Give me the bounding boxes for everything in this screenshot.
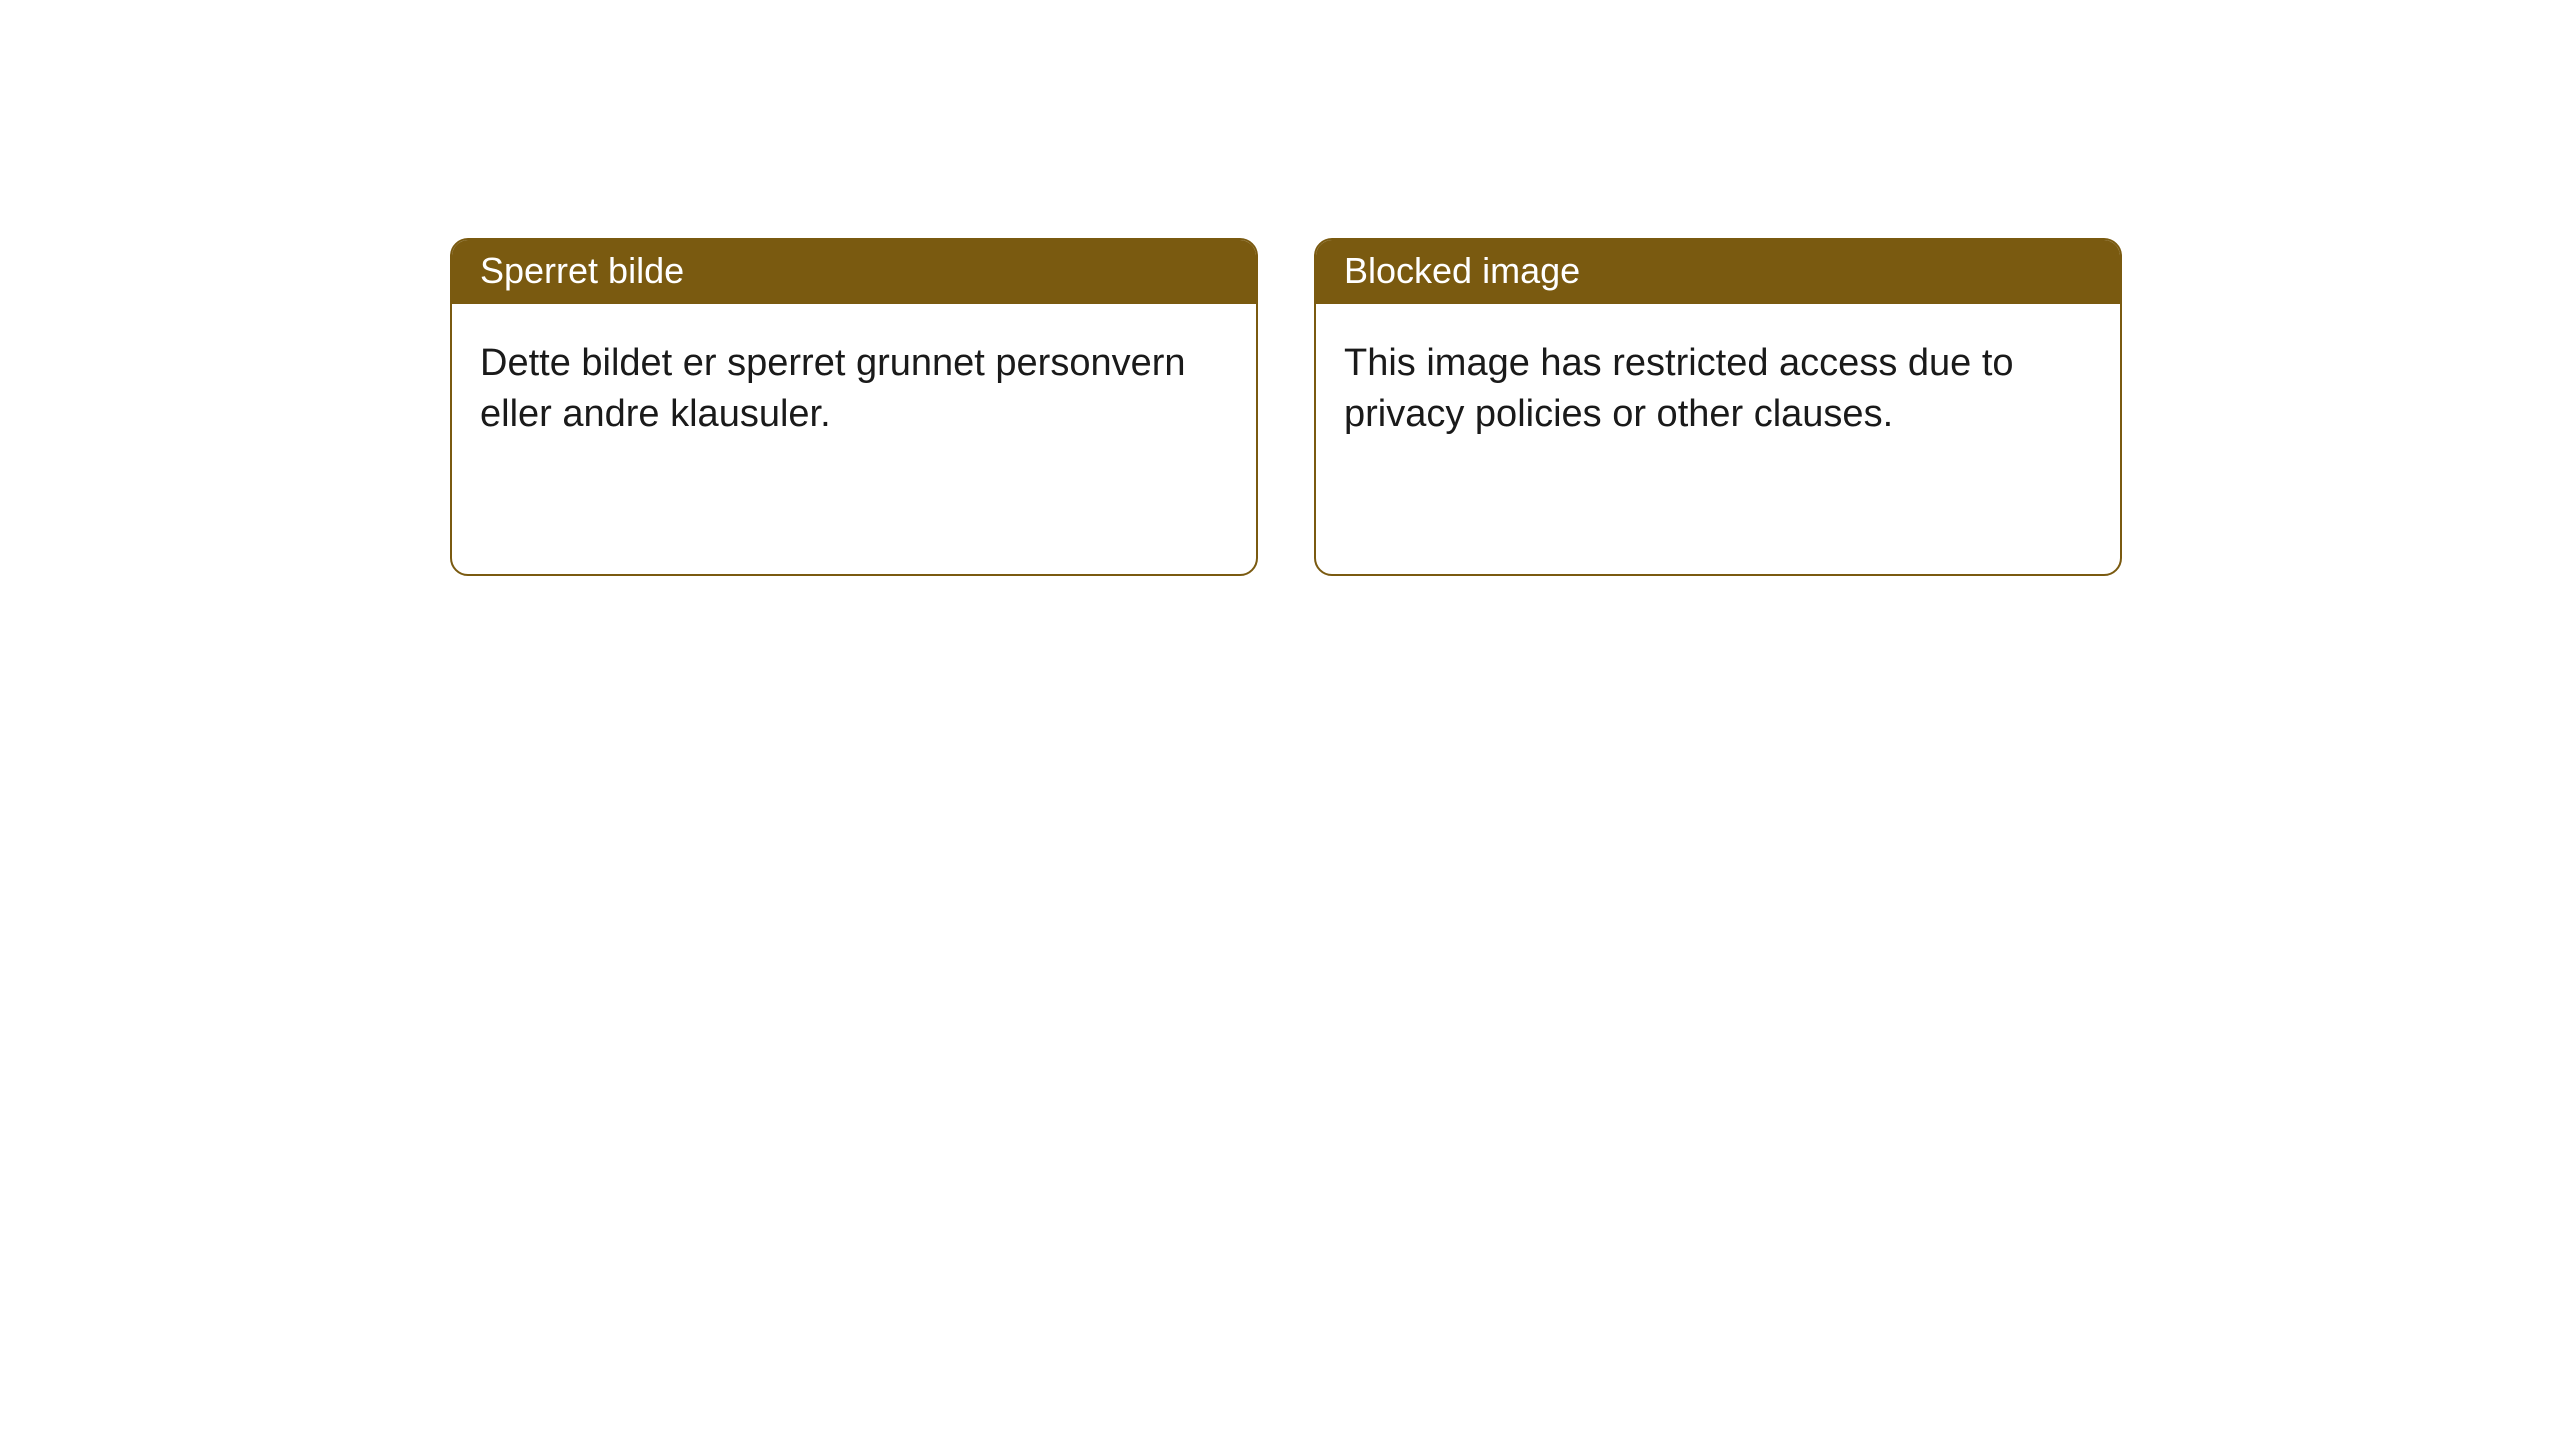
notice-header: Blocked image	[1316, 240, 2120, 304]
notice-body-text: Dette bildet er sperret grunnet personve…	[480, 342, 1186, 435]
notice-card-norwegian: Sperret bilde Dette bildet er sperret gr…	[450, 238, 1258, 576]
notice-body: Dette bildet er sperret grunnet personve…	[452, 304, 1256, 574]
notice-title: Blocked image	[1344, 250, 1580, 291]
notice-cards-container: Sperret bilde Dette bildet er sperret gr…	[0, 0, 2560, 576]
notice-title: Sperret bilde	[480, 250, 684, 291]
notice-header: Sperret bilde	[452, 240, 1256, 304]
notice-body-text: This image has restricted access due to …	[1344, 342, 2014, 435]
notice-card-english: Blocked image This image has restricted …	[1314, 238, 2122, 576]
notice-body: This image has restricted access due to …	[1316, 304, 2120, 574]
